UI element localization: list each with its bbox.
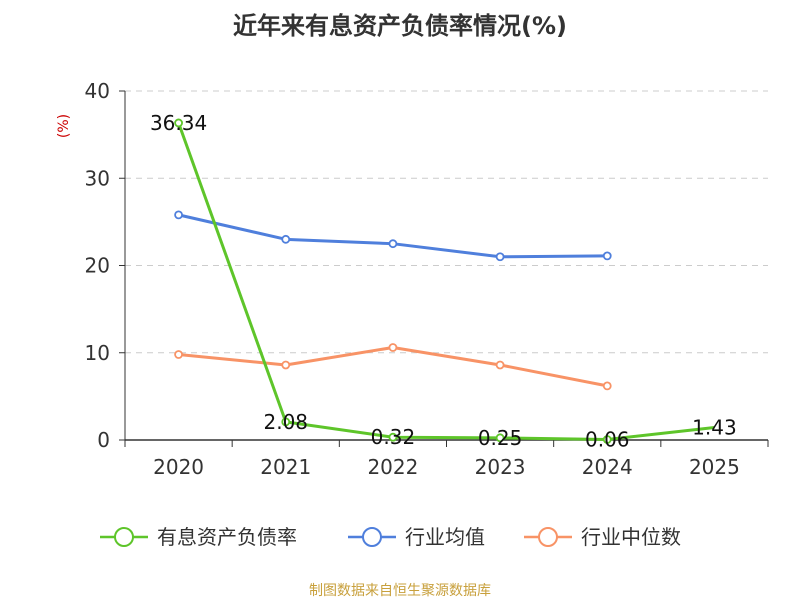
y-tick-label: 20 xyxy=(85,254,110,278)
x-tick-label: 2023 xyxy=(475,455,526,479)
series-1-point xyxy=(388,239,398,249)
y-tick-label: 40 xyxy=(85,79,110,103)
y-tick-label: 30 xyxy=(85,166,110,190)
gridlines xyxy=(125,90,768,354)
axes xyxy=(119,90,769,447)
series-2-point xyxy=(495,360,505,370)
series-0-point xyxy=(602,435,612,444)
legend-swatch-marker xyxy=(538,527,558,547)
series-group xyxy=(174,118,715,444)
series-2-point xyxy=(174,350,183,359)
legend-label: 行业均值 xyxy=(405,525,485,549)
source-note: 制图数据来自恒生聚源数据库 xyxy=(309,583,491,599)
series-0-point xyxy=(388,432,398,442)
x-tick-label: 2020 xyxy=(153,455,204,479)
data-label: 1.43 xyxy=(692,416,737,440)
series-2-point xyxy=(281,360,291,370)
y-tick-labels: 0 10 20 30 40 xyxy=(85,79,110,452)
legend-label: 行业中位数 xyxy=(581,525,681,549)
series-1-point xyxy=(602,251,612,261)
data-label: 0.06 xyxy=(585,427,630,451)
data-label: 0.32 xyxy=(371,425,416,449)
series-1-point xyxy=(174,210,183,220)
series-line-2 xyxy=(178,346,608,388)
legend-swatch-marker xyxy=(362,527,382,547)
x-tick-label: 2025 xyxy=(689,455,740,479)
data-label: 2.08 xyxy=(263,410,308,434)
x-tick-label: 2024 xyxy=(582,455,633,479)
series-0-point xyxy=(174,118,183,128)
y-tick-label: 0 xyxy=(97,428,110,452)
y-axis-label: (%) xyxy=(56,114,72,138)
series-line-1 xyxy=(178,213,608,259)
series-0-point xyxy=(281,417,291,427)
chart-title: 近年来有息资产负债率情况(%) xyxy=(233,12,567,40)
series-2-point xyxy=(388,343,398,352)
y-tick-label: 10 xyxy=(85,341,110,365)
legend-swatch-marker xyxy=(114,527,134,547)
x-tick-label: 2022 xyxy=(367,455,418,479)
series-2-point xyxy=(602,381,612,391)
series-1-point xyxy=(495,252,505,262)
legend-label: 有息资产负债率 xyxy=(157,525,297,549)
series-0-point xyxy=(495,433,505,443)
legend: 有息资产负债率 行业均值 行业中位数 xyxy=(100,525,681,549)
data-labels: 36.34 2.08 0.32 0.25 0.06 1.43 xyxy=(150,111,737,452)
x-tick-label: 2021 xyxy=(260,455,311,479)
series-line-0 xyxy=(177,122,715,441)
series-1-point xyxy=(281,234,291,244)
data-label: 0.25 xyxy=(478,426,523,450)
x-tick-labels: 2020 2021 2022 2023 2024 2025 xyxy=(153,455,740,479)
data-label: 36.34 xyxy=(150,111,207,135)
